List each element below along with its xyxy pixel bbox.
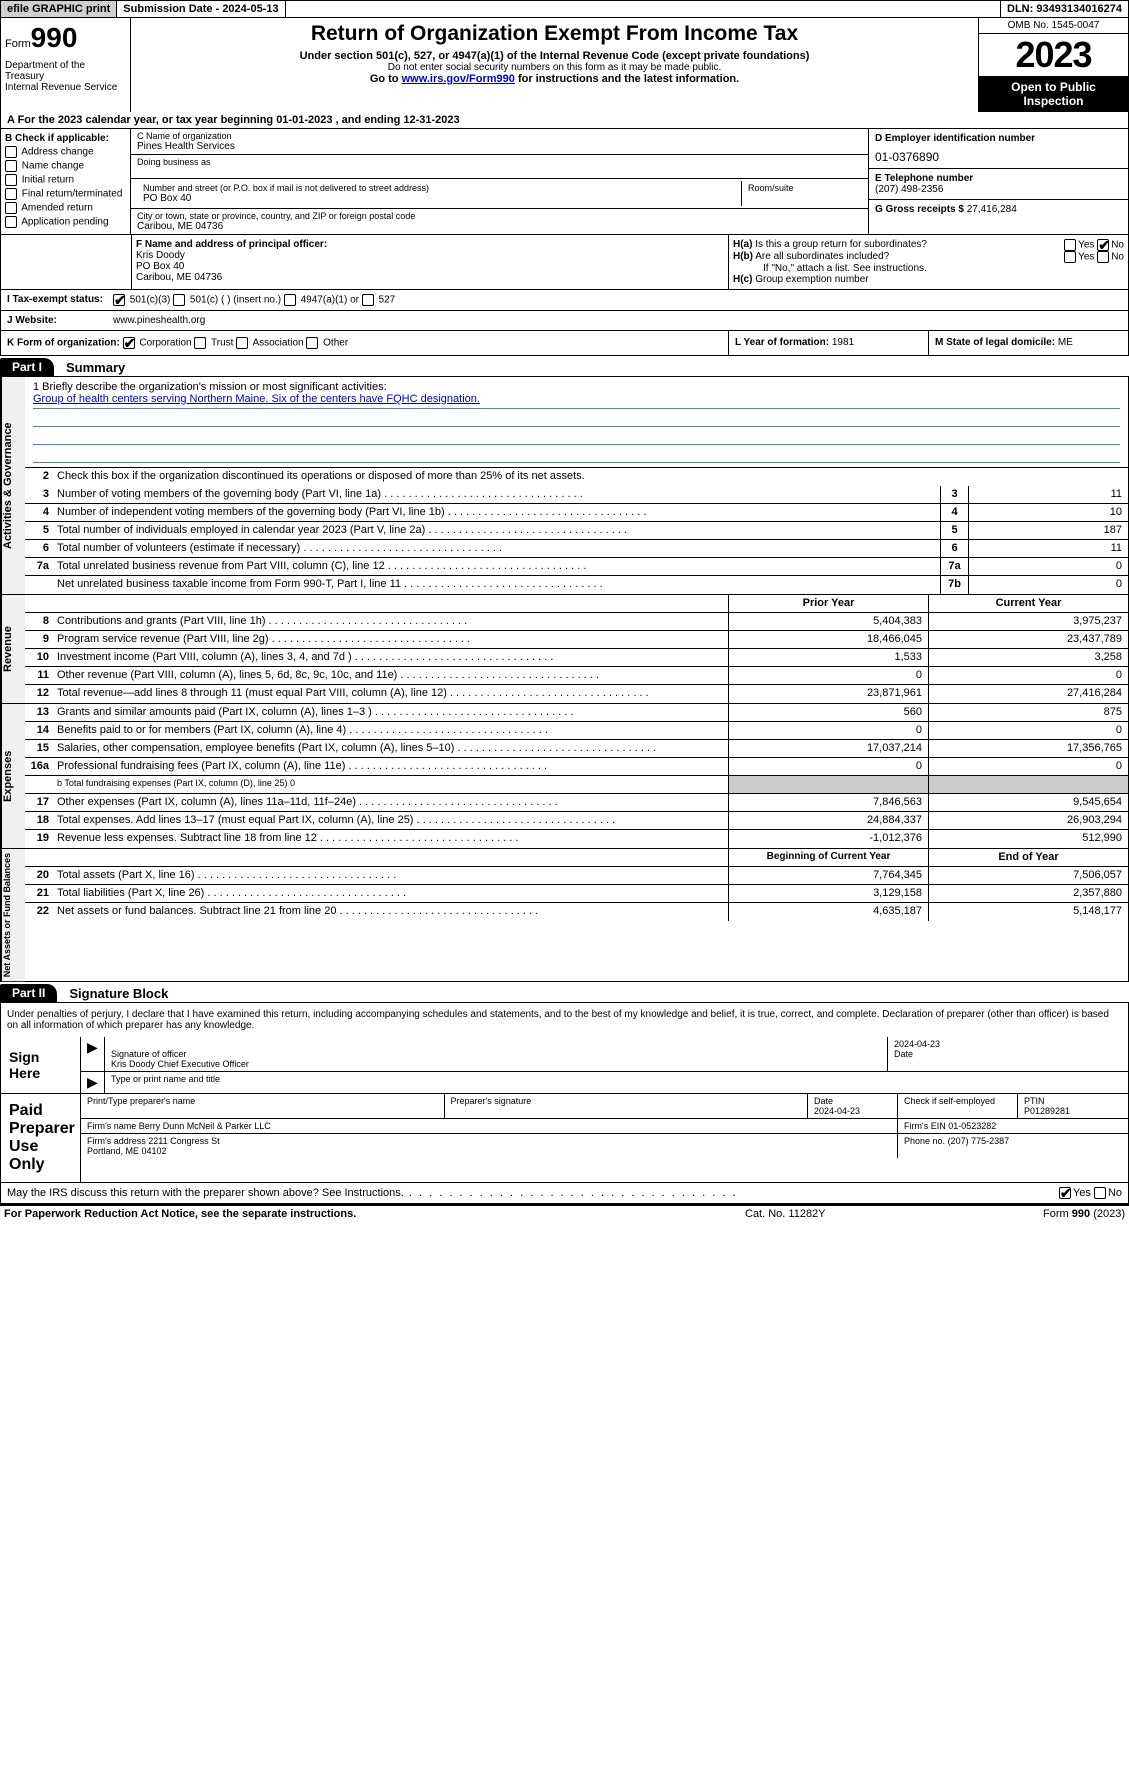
sidebar-revenue: Revenue <box>1 595 25 703</box>
checkbox-ha-yes[interactable] <box>1064 239 1076 251</box>
firm-ein: 01-0523282 <box>948 1121 996 1131</box>
prep-date: 2024-04-23 <box>814 1106 860 1116</box>
city-state-zip: Caribou, ME 04736 <box>137 221 862 232</box>
omb-number: OMB No. 1545-0047 <box>979 18 1128 34</box>
section-f-block: F Name and address of principal officer:… <box>0 235 1129 290</box>
checkbox-4947[interactable] <box>284 294 296 306</box>
efile-print-button[interactable]: efile GRAPHIC print <box>1 1 117 17</box>
checkbox-association[interactable] <box>236 337 248 349</box>
year-formation: 1981 <box>832 337 854 348</box>
summary-governance: Activities & Governance 1 Briefly descri… <box>0 377 1129 594</box>
checkbox-discuss-no[interactable] <box>1094 1187 1106 1199</box>
ein: 01-0376890 <box>875 144 1122 164</box>
section-i: I Tax-exempt status: 501(c)(3) 501(c) ( … <box>0 290 1129 311</box>
firm-phone: (207) 775-2387 <box>948 1136 1010 1146</box>
phone: (207) 498-2356 <box>875 184 1122 195</box>
sidebar-expenses: Expenses <box>1 704 25 848</box>
section-k: K Form of organization: Corporation Trus… <box>0 331 1129 356</box>
gross-receipts: 27,416,284 <box>967 204 1017 215</box>
tax-year: 2023 <box>979 34 1128 76</box>
firm-name: Berry Dunn McNeil & Parker LLC <box>139 1121 271 1131</box>
goto-instructions: Go to www.irs.gov/Form990 for instructio… <box>135 73 974 85</box>
dln: DLN: 93493134016274 <box>1000 1 1128 17</box>
checkbox-527[interactable] <box>362 294 374 306</box>
section-b: B Check if applicable: Address change Na… <box>1 129 131 234</box>
org-name: Pines Health Services <box>137 141 862 152</box>
form-header: Form990 Department of the Treasury Inter… <box>0 18 1129 112</box>
website: www.pineshealth.org <box>113 315 205 326</box>
checkbox-application-pending[interactable] <box>5 216 17 228</box>
checkbox-ha-no[interactable] <box>1097 239 1109 251</box>
mission-text: Group of health centers serving Northern… <box>33 393 1120 409</box>
form-subtitle-2: Do not enter social security numbers on … <box>135 62 974 73</box>
sig-date: 2024-04-23 <box>894 1039 940 1049</box>
tax-year-row: A For the 2023 calendar year, or tax yea… <box>0 112 1129 129</box>
checkbox-amended[interactable] <box>5 202 17 214</box>
summary-revenue: Revenue Prior YearCurrent Year 8Contribu… <box>0 594 1129 703</box>
checkbox-address-change[interactable] <box>5 146 17 158</box>
ptin: P01289281 <box>1024 1106 1070 1116</box>
checkbox-other[interactable] <box>306 337 318 349</box>
checkbox-hb-no[interactable] <box>1097 251 1109 263</box>
paid-preparer-block: Paid Preparer Use Only Print/Type prepar… <box>0 1094 1129 1183</box>
part1-header: Part I Summary <box>0 358 1129 377</box>
state-domicile: ME <box>1058 337 1073 348</box>
section-a-block: B Check if applicable: Address change Na… <box>0 129 1129 235</box>
section-d: D Employer identification number01-03768… <box>868 129 1128 234</box>
summary-net-assets: Net Assets or Fund Balances Beginning of… <box>0 848 1129 982</box>
checkbox-hb-yes[interactable] <box>1064 251 1076 263</box>
form-subtitle-1: Under section 501(c), 527, or 4947(a)(1)… <box>135 50 974 62</box>
discuss-row: May the IRS discuss this return with the… <box>0 1183 1129 1204</box>
footer: For Paperwork Reduction Act Notice, see … <box>0 1204 1129 1222</box>
section-c: C Name of organizationPines Health Servi… <box>131 129 868 234</box>
irs-link[interactable]: www.irs.gov/Form990 <box>402 73 515 85</box>
officer-signature: Kris Doody Chief Executive Officer <box>111 1059 249 1069</box>
checkbox-501c[interactable] <box>173 294 185 306</box>
part2-header: Part II Signature Block <box>0 984 1129 1003</box>
checkbox-discuss-yes[interactable] <box>1059 1187 1071 1199</box>
sign-here-block: Sign Here ▶ Signature of officerKris Doo… <box>0 1037 1129 1094</box>
form-number: Form990 <box>5 22 126 54</box>
submission-date: Submission Date - 2024-05-13 <box>117 1 285 17</box>
checkbox-final-return[interactable] <box>5 188 17 200</box>
form-title: Return of Organization Exempt From Incom… <box>135 22 974 46</box>
checkbox-501c3[interactable] <box>113 294 125 306</box>
street-address: PO Box 40 <box>143 193 735 204</box>
perjury-text: Under penalties of perjury, I declare th… <box>0 1003 1129 1037</box>
dept-treasury: Department of the Treasury Internal Reve… <box>5 54 126 93</box>
sidebar-governance: Activities & Governance <box>1 377 25 594</box>
open-public-badge: Open to Public Inspection <box>979 76 1128 112</box>
sidebar-net-assets: Net Assets or Fund Balances <box>1 849 25 981</box>
checkbox-name-change[interactable] <box>5 160 17 172</box>
checkbox-trust[interactable] <box>194 337 206 349</box>
section-j: J Website: www.pineshealth.org <box>0 311 1129 331</box>
firm-addr: 2211 Congress St <box>148 1136 219 1146</box>
topbar: efile GRAPHIC print Submission Date - 20… <box>0 0 1129 18</box>
checkbox-initial-return[interactable] <box>5 174 17 186</box>
summary-expenses: Expenses 13Grants and similar amounts pa… <box>0 703 1129 848</box>
officer-name: Kris Doody <box>136 250 185 261</box>
checkbox-corporation[interactable] <box>123 337 135 349</box>
